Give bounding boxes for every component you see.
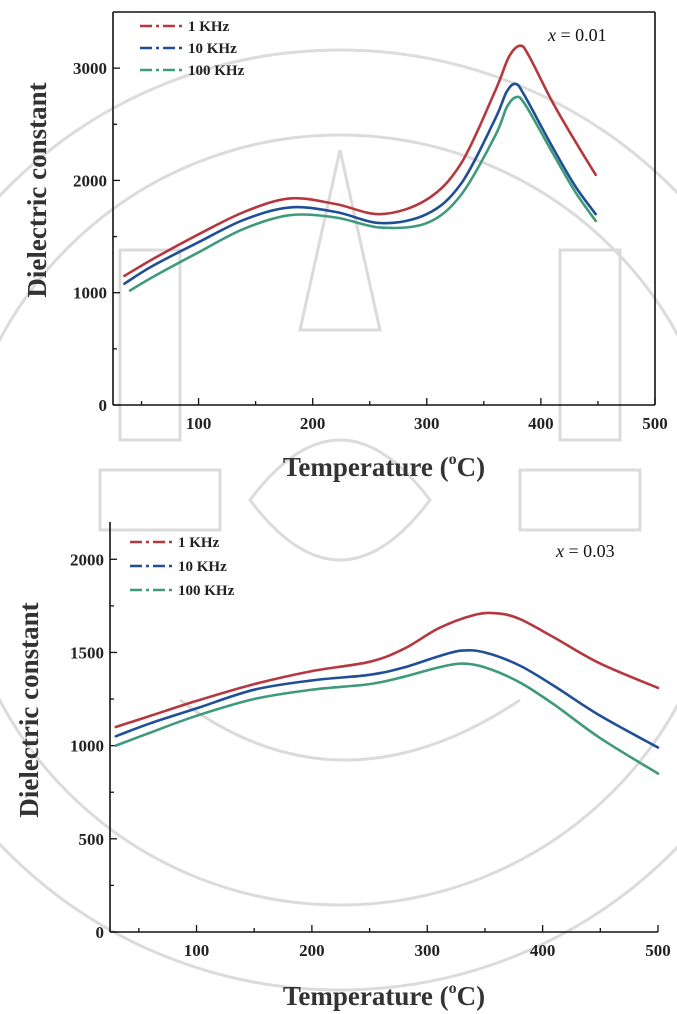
chart-x003-y-axis-title: Dielectric constant bbox=[14, 602, 44, 817]
chart-x001-x-axis-title: Temperature (oC) bbox=[283, 451, 485, 482]
chart-x001-series bbox=[123, 44, 597, 292]
x-tick-label: 300 bbox=[414, 414, 440, 433]
x-tick-label: 400 bbox=[528, 414, 554, 433]
chart-x003-x-ticks: 100 200 300 400 500 bbox=[138, 925, 671, 960]
y-tick-label: 1000 bbox=[73, 284, 107, 303]
chart-x001: 100 200 300 400 500 0 1000 2000 3000 1 KHz 10 KH… bbox=[22, 11, 668, 482]
chart-x003-annotation: x = 0.03 bbox=[555, 541, 615, 561]
chart-x001-y-ticks: 0 1000 2000 3000 bbox=[73, 59, 120, 415]
x-tick-label: 400 bbox=[530, 941, 556, 960]
x-tick-label: 200 bbox=[299, 941, 325, 960]
y-tick-label: 1500 bbox=[70, 643, 104, 662]
legend-label-10-khz: 10 KHz bbox=[178, 559, 227, 575]
y-tick-label: 2000 bbox=[70, 550, 104, 569]
legend-label-100-khz: 100 KHz bbox=[178, 583, 235, 599]
y-tick-label: 1000 bbox=[70, 737, 104, 756]
y-tick-label: 500 bbox=[79, 830, 105, 849]
x-tick-label: 200 bbox=[300, 414, 326, 433]
y-tick-label: 0 bbox=[99, 396, 108, 415]
chart-x001-y-axis-title: Dielectric constant bbox=[22, 82, 52, 297]
y-tick-label: 2000 bbox=[73, 171, 107, 190]
series-line-1-khz bbox=[114, 611, 660, 729]
chart-x003: 100 200 300 400 500 0 500 1000 1500 2000 1 KHz 10… bbox=[14, 522, 671, 1011]
series-line-100-khz bbox=[114, 662, 660, 775]
chart-x003-series bbox=[114, 611, 660, 775]
y-tick-label: 0 bbox=[96, 923, 105, 942]
legend-label-1-khz: 1 KHz bbox=[178, 535, 220, 551]
legend-label-100-khz: 100 KHz bbox=[188, 63, 245, 79]
series-line-10-khz bbox=[114, 648, 660, 749]
chart-x003-legend: 1 KHz 10 KHz 100 KHz bbox=[130, 535, 235, 599]
series-line-10-khz bbox=[123, 82, 597, 285]
x-tick-label: 300 bbox=[415, 941, 441, 960]
watermark-seal bbox=[0, 48, 677, 992]
chart-x003-y-ticks: 0 500 1000 1500 2000 bbox=[70, 550, 117, 942]
x-tick-label: 100 bbox=[184, 941, 210, 960]
chart-x001-annotation: x = 0.01 bbox=[547, 25, 607, 45]
legend-label-1-khz: 1 KHz bbox=[188, 19, 230, 35]
x-tick-label: 100 bbox=[186, 414, 212, 433]
chart-x003-x-axis-title: Temperature (oC) bbox=[283, 980, 485, 1011]
chart-x001-legend: 1 KHz 10 KHz 100 KHz bbox=[140, 19, 245, 79]
y-tick-label: 3000 bbox=[73, 59, 107, 78]
x-tick-label: 500 bbox=[642, 414, 668, 433]
series-line-1-khz bbox=[123, 44, 597, 278]
legend-label-10-khz: 10 KHz bbox=[188, 41, 237, 57]
x-tick-label: 500 bbox=[645, 941, 671, 960]
chart-x001-x-ticks: 100 200 300 400 500 bbox=[140, 398, 668, 433]
series-line-100-khz bbox=[128, 95, 597, 292]
